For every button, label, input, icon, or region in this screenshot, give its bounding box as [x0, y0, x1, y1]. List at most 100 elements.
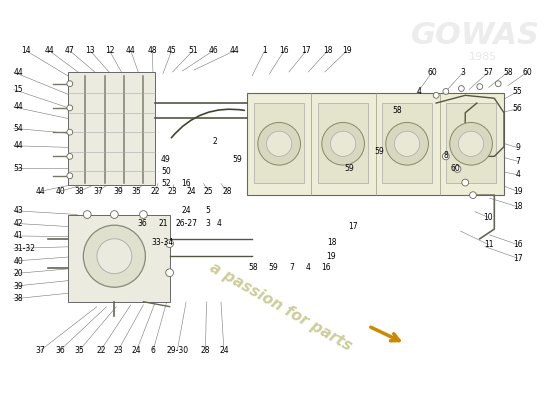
Text: 23: 23	[168, 187, 177, 196]
Circle shape	[166, 240, 173, 248]
Text: 36: 36	[138, 219, 147, 228]
Text: 39: 39	[14, 282, 23, 291]
Text: 12: 12	[104, 46, 114, 55]
Text: 59: 59	[233, 155, 243, 164]
Text: 37: 37	[93, 187, 103, 196]
Text: 42: 42	[14, 219, 23, 228]
Circle shape	[496, 81, 501, 87]
Text: 23: 23	[113, 346, 123, 355]
Text: 44: 44	[45, 46, 54, 55]
Text: 5: 5	[205, 206, 210, 215]
Text: 4: 4	[306, 263, 311, 272]
Text: 39: 39	[113, 187, 123, 196]
Circle shape	[67, 81, 73, 87]
Circle shape	[258, 122, 300, 165]
Text: 52: 52	[161, 179, 170, 188]
Text: 41: 41	[14, 231, 23, 240]
Bar	[382, 103, 432, 182]
Text: 58: 58	[393, 106, 402, 115]
Circle shape	[84, 225, 145, 287]
Bar	[318, 103, 368, 182]
Text: 58: 58	[248, 263, 258, 272]
Polygon shape	[68, 214, 169, 302]
Text: 4: 4	[416, 87, 421, 96]
Text: 50: 50	[161, 167, 170, 176]
Text: 16: 16	[182, 179, 191, 188]
Text: 59: 59	[268, 263, 278, 272]
Text: 28: 28	[222, 187, 232, 196]
Circle shape	[84, 211, 91, 218]
Circle shape	[111, 211, 118, 218]
Circle shape	[97, 239, 132, 274]
Text: 18: 18	[323, 46, 332, 55]
Text: 6: 6	[151, 346, 156, 355]
Text: 55: 55	[513, 87, 522, 96]
Text: 21: 21	[158, 219, 168, 228]
Text: 31-32: 31-32	[14, 244, 36, 253]
Text: 44: 44	[126, 46, 136, 55]
Text: 54: 54	[14, 124, 23, 133]
Text: 43: 43	[14, 206, 23, 215]
Polygon shape	[68, 72, 155, 186]
Circle shape	[67, 154, 73, 159]
Text: 24: 24	[219, 346, 229, 355]
Text: 57: 57	[483, 68, 493, 76]
Text: 16: 16	[513, 240, 522, 249]
Circle shape	[433, 92, 439, 98]
Text: 22: 22	[96, 346, 106, 355]
Circle shape	[67, 105, 73, 111]
Text: 59: 59	[374, 147, 384, 156]
Text: 16: 16	[279, 46, 289, 55]
Text: 60: 60	[522, 68, 532, 76]
Text: 2: 2	[213, 137, 218, 146]
Text: 18: 18	[327, 238, 336, 247]
Text: 4: 4	[515, 170, 520, 179]
Circle shape	[459, 131, 483, 156]
Text: 17: 17	[513, 254, 522, 263]
Text: 16: 16	[321, 263, 331, 272]
Circle shape	[166, 269, 173, 276]
Text: 18: 18	[513, 202, 522, 211]
Circle shape	[454, 166, 461, 172]
Text: 7: 7	[289, 263, 294, 272]
Text: 60: 60	[427, 68, 437, 76]
Text: 53: 53	[14, 164, 23, 172]
Text: 46: 46	[208, 46, 218, 55]
Text: 40: 40	[55, 187, 65, 196]
Text: 48: 48	[147, 46, 157, 55]
Circle shape	[394, 131, 420, 156]
Text: 59: 59	[344, 164, 354, 174]
Circle shape	[450, 122, 492, 165]
Text: 47: 47	[65, 46, 75, 55]
Text: 49: 49	[161, 155, 170, 164]
Circle shape	[477, 84, 483, 90]
Text: 44: 44	[36, 187, 46, 196]
Text: 1985: 1985	[469, 52, 497, 62]
Text: 1: 1	[262, 46, 267, 55]
Text: 10: 10	[483, 213, 493, 222]
Text: 17: 17	[348, 222, 358, 231]
Circle shape	[470, 192, 476, 198]
Text: 7: 7	[515, 157, 520, 166]
Text: 4: 4	[217, 219, 222, 228]
Text: 35: 35	[132, 187, 141, 196]
Text: 44: 44	[14, 68, 23, 76]
Text: a passion for parts: a passion for parts	[207, 260, 355, 354]
Text: 29-30: 29-30	[166, 346, 189, 355]
Text: 38: 38	[14, 294, 23, 303]
Text: 20: 20	[14, 269, 23, 278]
Text: 22: 22	[150, 187, 160, 196]
Text: 35: 35	[75, 346, 84, 355]
Bar	[446, 103, 496, 182]
Text: 3: 3	[205, 219, 210, 228]
Circle shape	[443, 88, 449, 94]
Circle shape	[462, 179, 469, 186]
Text: 36: 36	[55, 346, 65, 355]
Text: 51: 51	[188, 46, 197, 55]
Text: 44: 44	[230, 46, 239, 55]
Circle shape	[267, 131, 292, 156]
Text: 40: 40	[14, 256, 23, 266]
Circle shape	[442, 153, 449, 160]
Text: 9: 9	[515, 143, 520, 152]
Text: 14: 14	[21, 46, 31, 55]
